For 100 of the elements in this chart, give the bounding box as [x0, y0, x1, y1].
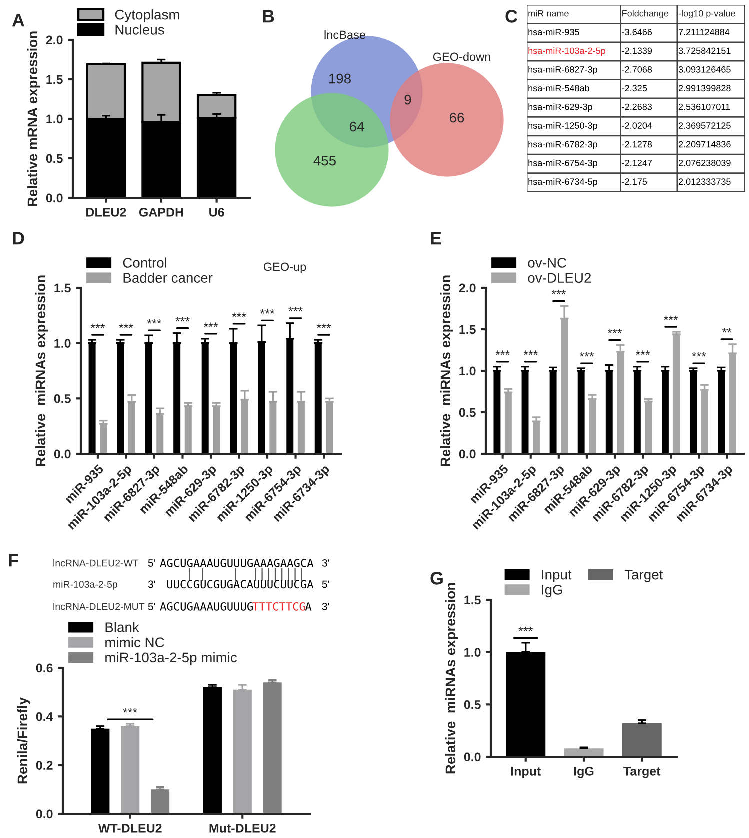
y-tick-label: 0.0: [36, 810, 53, 819]
text: UUCCGUCGUGACAUUUCUUCGA: [167, 580, 314, 589]
text: 66: [450, 112, 464, 123]
legend-label: Nucleus: [116, 24, 164, 35]
bar: [578, 371, 585, 454]
annotation: ***: [316, 324, 332, 328]
bar: [634, 371, 641, 454]
text: A: [305, 602, 312, 611]
x-tick-label: U6: [210, 208, 224, 217]
text: TTTCTTCG: [252, 602, 306, 611]
x-tick-label: IgG: [574, 767, 594, 778]
text: 2.991399828: [678, 85, 731, 92]
y-axis-title: Relative mRNA expression: [27, 32, 40, 206]
y-tick-label: 0.0: [459, 450, 476, 459]
text: 3': [148, 580, 156, 588]
chart-title: G: [430, 572, 443, 585]
category-label: miR-103a-2-5p: [54, 580, 118, 590]
legend-label: miR-103a-2-5p mimic: [106, 652, 238, 666]
text: 2.012333735: [678, 178, 731, 186]
y-tick-label: 2.0: [46, 36, 63, 45]
bar: [645, 402, 652, 454]
bar: [263, 682, 282, 814]
annotation: ***: [518, 627, 533, 632]
text: 9: [404, 94, 412, 105]
text: hsa-miR-6827-3p: [528, 66, 598, 75]
bar: [326, 402, 334, 454]
annotation: ***: [692, 352, 706, 357]
annotation: ***: [580, 352, 594, 357]
text: hsa-miR-935: [528, 28, 580, 36]
y-tick-label: 0.6: [36, 664, 53, 673]
bar: [589, 399, 596, 454]
text: -2.1278: [622, 141, 652, 148]
text: hsa-miR-629-3p: [528, 104, 592, 112]
bar: [522, 371, 529, 454]
category-label: miR name: [528, 10, 569, 17]
y-tick-label: 1.5: [460, 325, 476, 334]
legend-label: IgG: [542, 585, 562, 598]
text: hsa-miR-548ab: [528, 84, 590, 92]
y-tick-label: 1.5: [464, 596, 481, 605]
bar: [91, 728, 110, 814]
y-tick-label: 0.0: [46, 194, 63, 203]
text: 3': [322, 560, 330, 567]
bar: [673, 334, 680, 454]
text: 2.076238039: [678, 160, 731, 166]
annotation: ***: [176, 317, 190, 322]
text: 3.725842151: [678, 48, 731, 54]
legend-label: ov-NC: [528, 258, 566, 268]
legend-label: Badder cancer: [124, 272, 213, 284]
legend-label: ov-DLEU2: [528, 273, 592, 284]
y-tick-label: 0.2: [36, 761, 53, 770]
bar: [121, 726, 140, 814]
text: -2.0204: [622, 122, 652, 129]
bar: [729, 354, 736, 454]
bar: [690, 371, 697, 454]
chart-title: E: [431, 232, 442, 245]
bar: [718, 371, 726, 454]
annotation: ***: [90, 324, 106, 328]
text: GEO-down: [433, 52, 490, 62]
y-tick-label: 0.5: [464, 700, 481, 710]
annotation: ***: [664, 316, 678, 320]
bar: [270, 402, 277, 454]
y-axis-title: Relative miRNAs expression: [35, 276, 48, 466]
annotation: ***: [123, 708, 138, 713]
legend-label: Cytoplasm: [115, 10, 180, 22]
x-tick-label: WT-DLEU2: [98, 824, 162, 833]
category-label: lncRNA-DLEU2-WT: [54, 560, 139, 567]
y-axis-title: Renila/Firefly: [17, 697, 30, 784]
text: -2.2683: [622, 104, 652, 110]
text: 64: [350, 122, 364, 132]
x-tick-label: Input: [511, 767, 541, 778]
x-tick-label: DLEU2: [86, 208, 126, 217]
annotation: ***: [288, 307, 303, 312]
chart-title: D: [13, 232, 24, 245]
y-axis-title: Relative miRNAs expression: [440, 276, 454, 466]
bar: [202, 343, 209, 454]
y-tick-label: 0.5: [54, 394, 71, 404]
annotation: ***: [524, 350, 538, 356]
bar: [314, 343, 322, 454]
text: 7.211124884: [678, 29, 730, 36]
y-tick-label: 1.5: [46, 75, 63, 84]
annotation: ***: [636, 350, 650, 356]
y-tick-label: 0.4: [36, 712, 54, 722]
bar: [128, 402, 136, 454]
bar: [494, 371, 501, 454]
annotation: ***: [204, 322, 218, 328]
bar: [100, 424, 108, 454]
text: hsa-miR-6734-5p: [528, 178, 598, 187]
text: -2.1339: [622, 48, 652, 54]
annotation: ***: [260, 309, 275, 314]
y-tick-label: 1.0: [46, 114, 63, 124]
x-tick-label: GAPDH: [139, 208, 184, 217]
text: hsa-miR-6782-3p: [528, 141, 598, 150]
legend-label: Target: [624, 570, 664, 582]
text: 5': [148, 560, 156, 567]
annotation: ***: [496, 350, 510, 356]
bar: [504, 392, 512, 454]
y-tick-label: 1.5: [54, 284, 71, 293]
legend-label: Blank: [106, 622, 140, 632]
category-label: Foldchange: [622, 10, 669, 19]
text: C: [506, 10, 518, 23]
